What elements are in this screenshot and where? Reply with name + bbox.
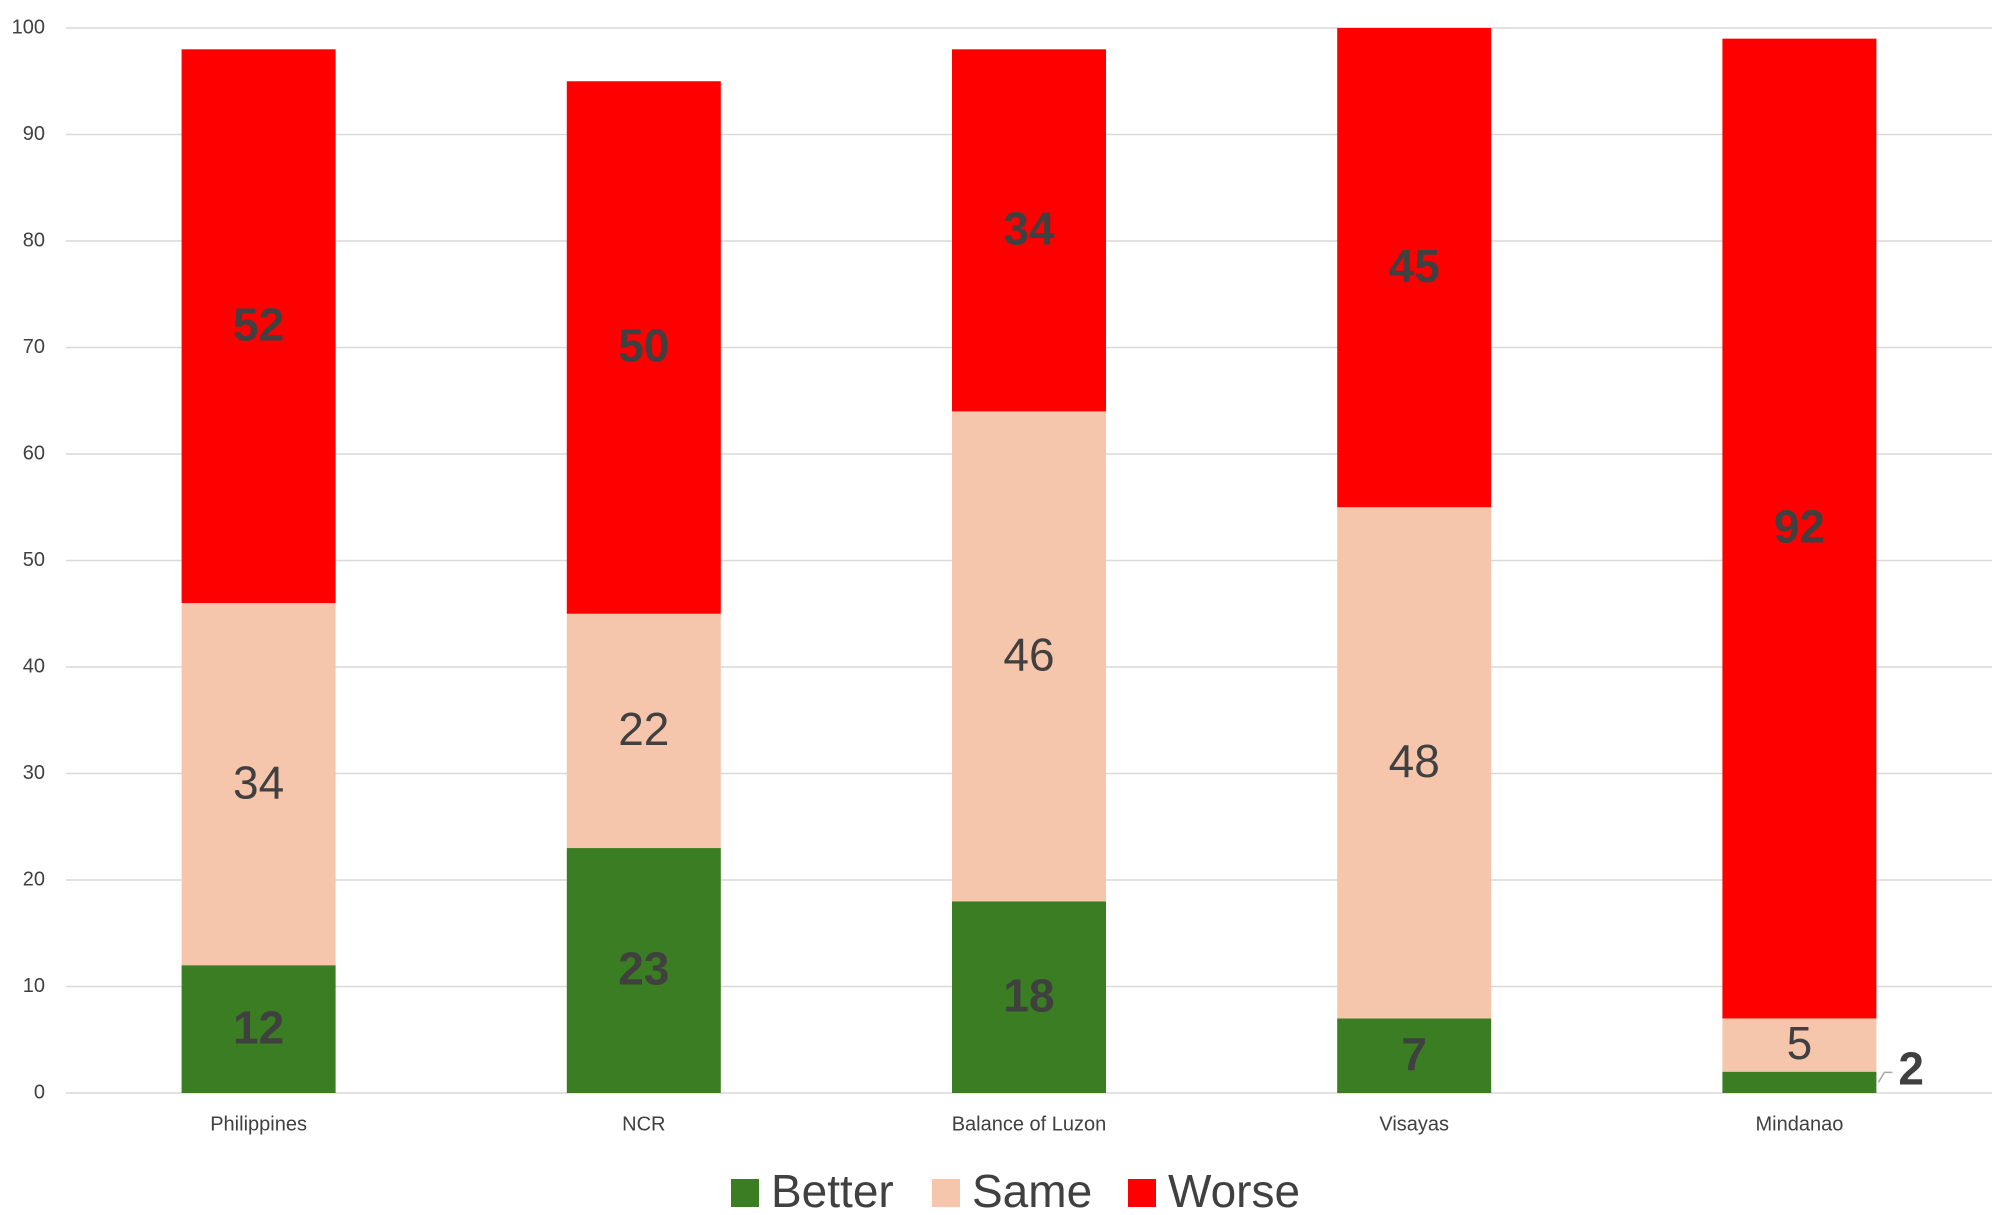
data-label: 2 [1898,1043,1924,1095]
data-label: 92 [1774,501,1825,553]
data-label: 5 [1787,1017,1813,1069]
data-label: 22 [618,703,669,755]
bar-segment [181,49,336,604]
leader-line [1877,1071,1893,1083]
legend-swatch [932,1179,960,1207]
data-label: 7 [1401,1028,1427,1080]
bar-segment [566,613,721,849]
data-label: 12 [233,1001,284,1053]
data-label: 34 [1003,203,1055,255]
y-tick-label: 90 [23,123,45,145]
x-tick-label: Philippines [210,1113,307,1135]
bar-segment [952,49,1106,412]
x-tick-label: Mindanao [1755,1113,1843,1135]
y-tick-label: 30 [23,762,45,784]
legend-swatch [731,1179,759,1207]
bar-segment [1722,1071,1877,1093]
data-label: 48 [1389,735,1440,787]
bar-segment [952,901,1106,1093]
y-tick-label: 70 [23,336,45,358]
data-label: 52 [233,298,284,350]
y-tick-label: 40 [23,655,45,677]
bar-segment [952,411,1106,902]
bar-segment [1722,38,1877,1019]
bar-segment [566,848,721,1093]
y-tick-label: 0 [34,1081,45,1103]
data-label: 46 [1003,629,1054,681]
data-label: 50 [618,320,669,372]
bar-segment [1337,507,1492,1019]
bar-segment [1337,28,1492,508]
legend-label: Worse [1168,1165,1300,1215]
bar-segment [1722,1018,1877,1072]
y-tick-label: 80 [23,229,45,251]
y-tick-label: 100 [12,16,45,38]
bar-segment [566,81,721,614]
data-label: 45 [1389,240,1440,292]
data-label: 23 [618,943,669,995]
bar-segment [181,965,336,1093]
bar-segment [1337,1018,1492,1093]
y-tick-label: 10 [23,975,45,997]
x-tick-label: Balance of Luzon [952,1113,1107,1135]
data-label: 18 [1003,969,1054,1021]
y-tick-label: 50 [23,549,45,571]
x-tick-label: Visayas [1379,1113,1449,1135]
legend-label: Same [972,1165,1092,1215]
bar-segment [181,603,336,966]
x-tick-label: NCR [622,1113,665,1135]
data-label: 34 [233,756,284,808]
legend-label: Better [771,1165,894,1215]
y-tick-label: 20 [23,868,45,890]
legend-swatch [1128,1179,1156,1207]
y-tick-label: 60 [23,442,45,464]
